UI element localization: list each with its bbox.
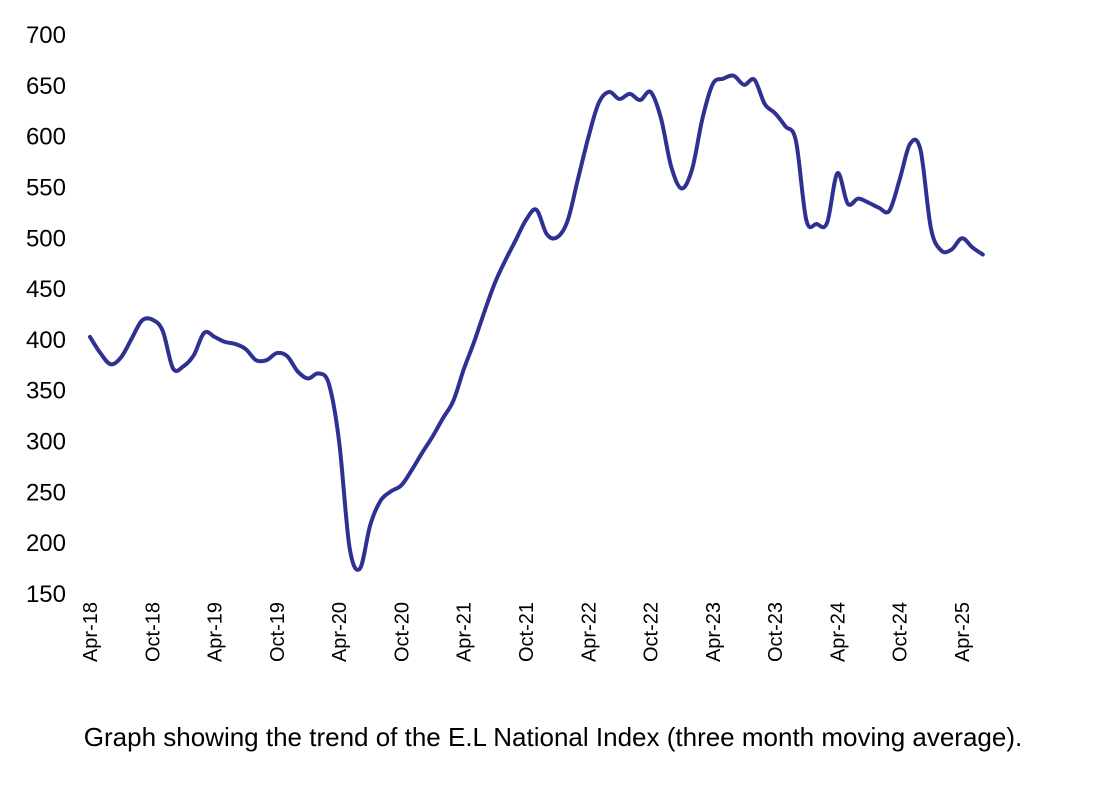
x-axis-tick-label: Oct-19 (267, 602, 289, 662)
x-axis-tick-label: Apr-18 (80, 602, 102, 662)
x-axis-tick-label: Oct-21 (516, 602, 538, 662)
chart-caption: Graph showing the trend of the E.L Natio… (83, 722, 1023, 752)
x-axis-tick-label: Apr-19 (205, 602, 227, 662)
y-axis-tick-label: 150 (26, 581, 66, 608)
y-axis-tick-label: 400 (26, 327, 66, 354)
y-axis-tick-label: 200 (26, 530, 66, 557)
y-axis-tick-label: 450 (26, 276, 66, 303)
y-axis-tick-label: 300 (26, 429, 66, 456)
x-axis-tick-label: Oct-23 (765, 602, 787, 662)
x-axis-tick-label: Apr-23 (703, 602, 725, 662)
x-axis-tick-label: Oct-18 (142, 602, 164, 662)
x-axis-tick-label: Apr-24 (827, 602, 849, 662)
y-axis-tick-label: 700 (26, 22, 66, 49)
x-axis-tick-label: Apr-20 (329, 602, 351, 662)
x-axis-tick-label: Apr-25 (952, 602, 974, 662)
x-axis-tick-label: Oct-24 (890, 602, 912, 662)
x-axis-tick-label: Oct-20 (391, 602, 413, 662)
x-axis-tick-label: Oct-22 (641, 602, 663, 662)
y-axis-tick-label: 600 (26, 124, 66, 151)
trend-line (88, 73, 985, 572)
x-axis-tick-label: Apr-22 (578, 602, 600, 662)
y-axis-tick-label: 350 (26, 378, 66, 405)
y-axis-tick-label: 250 (26, 479, 66, 506)
y-axis-tick-label: 650 (26, 73, 66, 100)
y-axis-tick-label: 500 (26, 225, 66, 252)
chart-plot-area: 700 650 600 550 500 450 400 350 300 250 200 150 Apr-… (26, 22, 985, 662)
y-axis-tick-label: 550 (26, 174, 66, 201)
x-axis-tick-label: Apr-21 (454, 602, 476, 662)
